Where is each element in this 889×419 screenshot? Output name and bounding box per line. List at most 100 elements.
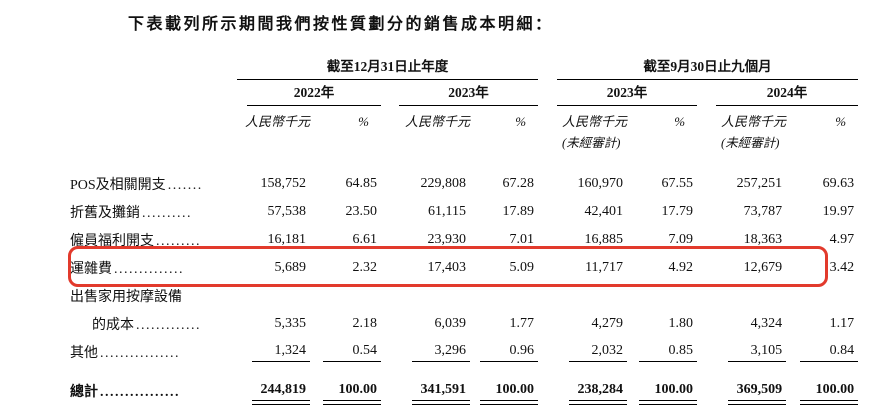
value-cell: 2.18 [352,316,378,331]
value-cell: 0.96 [470,338,539,366]
value-cell: 23,930 [427,232,467,247]
table-row-depreciation: 折舊及攤銷.......... 57,538 23.50 61,115 17.8… [70,198,858,226]
total-value-cell: 369,509 [697,366,787,408]
empty-cell [70,55,237,80]
value-cell: 257,251 [736,176,783,191]
row-label: 其他................ [70,338,237,366]
total-value-cell: 100.00 [627,366,698,408]
double-underlined-value: 100.00 [323,382,382,405]
double-underlined-value: 100.00 [480,382,539,405]
empty-cell [70,152,858,170]
total-value-cell: 238,284 [538,366,628,408]
value-cell: 17.89 [502,204,535,219]
value-cell: 19.97 [822,204,855,219]
table-row-total: 總計................ 244,819 100.00 341,59… [70,366,859,408]
value-cell: 4,279 [591,316,624,331]
value-cell: 11,717 [585,260,624,275]
value-cell: 61,115 [428,204,467,219]
value-cell: 67.28 [502,176,535,191]
total-value-cell: 244,819 [237,366,311,408]
value-cell: 158,752 [260,176,307,191]
underlined-value: 0.96 [480,343,539,362]
double-underlined-value: 100.00 [800,382,859,405]
value-cell: 4.97 [829,232,855,247]
table-row-employee-benefits: 僱員福利開支......... 16,181 6.61 23,930 7.01 … [70,226,858,254]
row-label: 總計................ [70,366,237,408]
double-underlined-value: 341,591 [412,382,471,405]
empty-cell [381,130,470,152]
value-cell: 16,885 [584,232,624,247]
value-cell: 1.17 [829,316,855,331]
table-row-others: 其他................ 1,324 0.54 3,296 0.96… [70,338,859,366]
value-cell: 5,689 [274,260,307,275]
value-cell: 0.85 [627,338,698,366]
table-row-massage-equipment-cost: 的成本............. 5,335 2.18 6,039 1.77 4… [70,310,858,338]
value-cell: 57,538 [267,204,307,219]
year-label-2022: 2022年 [247,81,382,106]
table-row-massage-equipment-label: 出售家用按摩設備 [70,282,858,310]
year-label-2023: 2023年 [399,81,539,106]
empty-cell [786,130,858,152]
period-label-ninemonths: 截至9月30日止九個月 [557,55,859,80]
units-row: 人民幣千元 % 人民幣千元 % 人民幣千元 % 人民幣千元 % [70,107,858,130]
year-label-2023-9m: 2023年 [557,81,698,106]
value-cell: 0.54 [310,338,382,366]
unaudited-note: (未經審計) [721,136,780,150]
empty-cell [70,107,237,130]
value-cell: 2,032 [538,338,628,366]
year-header-cell: 2023年 [381,80,539,107]
unit-amount-label: 人民幣千元 [562,114,628,129]
value-cell: 0.84 [786,338,859,366]
empty-cell [627,130,697,152]
underlined-value: 0.85 [639,343,698,362]
value-cell: 229,808 [420,176,467,191]
value-cell: 4,324 [750,316,783,331]
table-row-pos-expenses: POS及相關開支....... 158,752 64.85 229,808 67… [70,170,858,198]
value-cell: 1.80 [668,316,694,331]
empty-cell [470,130,538,152]
table-row-freight-misc-highlighted: 運雜費.............. 5,689 2.32 17,403 5.09… [70,254,858,282]
double-underlined-value: 238,284 [569,382,628,405]
value-cell: 12,679 [743,260,783,275]
value-cell: 1.77 [509,316,535,331]
value-cell: 7.01 [509,232,535,247]
underlined-value: 1,324 [252,343,311,362]
year-header-cell: 2024年 [697,80,859,107]
value-cell: 67.55 [661,176,694,191]
unit-amount-label: 人民幣千元 [245,114,311,129]
year-header-cell: 2022年 [237,80,382,107]
dot-leader: ................ [100,385,180,400]
total-value-cell: 100.00 [786,366,859,408]
dot-leader: ....... [167,178,203,193]
period-header-row: 截至12月31日止年度 截至9月30日止九個月 [70,55,859,80]
unaudited-note: (未經審計) [562,136,621,150]
row-label: 折舊及攤銷.......... [70,198,237,226]
total-value-cell: 100.00 [310,366,382,408]
value-cell: 69.63 [822,176,855,191]
row-label-text: 運雜費 [70,262,112,277]
dot-leader: ................ [100,346,180,361]
empty-cell [310,130,381,152]
year-label-2024-9m: 2024年 [716,81,859,106]
value-cell: 23.50 [345,204,378,219]
spacer-row [70,152,858,170]
unit-pct-label: % [358,114,370,129]
row-label-text: 僱員福利開支 [70,234,154,249]
row-label-text: 其他 [70,346,98,361]
dot-leader: ............. [136,318,201,333]
dot-leader: .............. [114,262,184,277]
value-cell: 160,970 [577,176,624,191]
double-underlined-value: 369,509 [728,382,787,405]
row-label: 僱員福利開支......... [70,226,237,254]
value-cell: 42,401 [584,204,624,219]
row-label-text: POS及相關開支 [70,178,166,193]
underlined-value: 0.54 [323,343,382,362]
period-label-yearend: 截至12月31日止年度 [237,55,539,80]
unit-pct-label: % [674,114,686,129]
value-cell: 6.61 [352,232,378,247]
value-cell: 5,335 [274,316,307,331]
row-label: 運雜費.............. [70,254,237,282]
underlined-value: 3,105 [728,343,787,362]
period-header-cell: 截至12月31日止年度 [237,55,539,80]
